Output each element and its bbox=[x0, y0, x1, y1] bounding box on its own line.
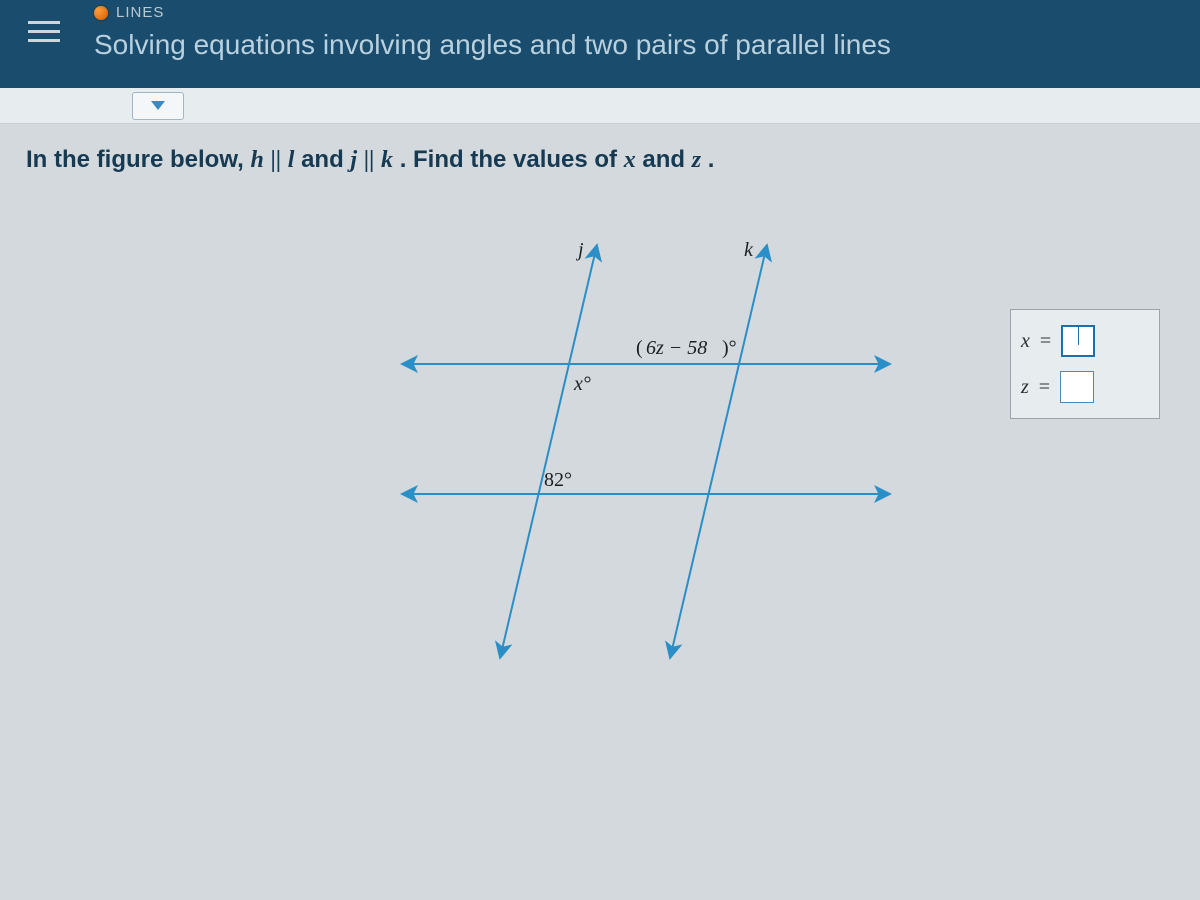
svg-text:x°: x° bbox=[573, 373, 591, 395]
content-area: In the figure below, h || l and j || k .… bbox=[0, 124, 1200, 900]
category-marker-icon bbox=[94, 6, 108, 20]
figure-stage: j k x° (6z − 58 )° 82° bbox=[26, 214, 1174, 714]
svg-text:k: k bbox=[744, 239, 754, 261]
prompt-and: and bbox=[301, 146, 350, 173]
prompt-suffix: . Find the values of bbox=[400, 146, 624, 173]
answer-card: x = z = bbox=[1010, 309, 1160, 419]
svg-text:j: j bbox=[575, 239, 584, 261]
category-row: LINES bbox=[94, 4, 891, 21]
answer-row-x: x = bbox=[1021, 325, 1149, 357]
var-h: h bbox=[250, 147, 263, 173]
prompt-and2: and bbox=[642, 146, 691, 173]
var-z: z bbox=[692, 147, 701, 173]
dropdown-button[interactable] bbox=[132, 92, 184, 120]
var-x: x bbox=[624, 147, 636, 173]
category-label: LINES bbox=[116, 4, 164, 21]
var-k: k bbox=[381, 147, 393, 173]
var-l: l bbox=[288, 147, 295, 173]
answer-x-eq: = bbox=[1040, 330, 1051, 353]
topbar-titles: LINES Solving equations involving angles… bbox=[94, 4, 891, 61]
prompt-end: . bbox=[708, 146, 715, 173]
svg-text:6z − 58: 6z − 58 bbox=[646, 337, 707, 359]
page-title: Solving equations involving angles and t… bbox=[94, 29, 891, 61]
topbar: LINES Solving equations involving angles… bbox=[0, 0, 1200, 88]
svg-text:(: ( bbox=[636, 337, 643, 359]
prompt-prefix: In the figure below, bbox=[26, 146, 250, 173]
answer-z-input[interactable] bbox=[1060, 371, 1094, 403]
answer-row-z: z = bbox=[1021, 371, 1149, 403]
subbar bbox=[0, 88, 1200, 124]
answer-x-label: x bbox=[1021, 330, 1030, 353]
parallel-2: || bbox=[364, 147, 375, 173]
svg-text:82°: 82° bbox=[544, 469, 572, 491]
parallel-1: || bbox=[270, 147, 281, 173]
answer-z-eq: = bbox=[1039, 376, 1050, 399]
figure-svg: j k x° (6z − 58 )° 82° bbox=[26, 214, 1126, 714]
problem-prompt: In the figure below, h || l and j || k .… bbox=[26, 146, 1174, 174]
answer-z-label: z bbox=[1021, 376, 1029, 399]
svg-text:)°: )° bbox=[722, 337, 737, 359]
var-j: j bbox=[350, 147, 357, 173]
answer-x-input[interactable] bbox=[1061, 325, 1095, 357]
menu-icon[interactable] bbox=[28, 10, 70, 52]
chevron-down-icon bbox=[151, 101, 165, 110]
